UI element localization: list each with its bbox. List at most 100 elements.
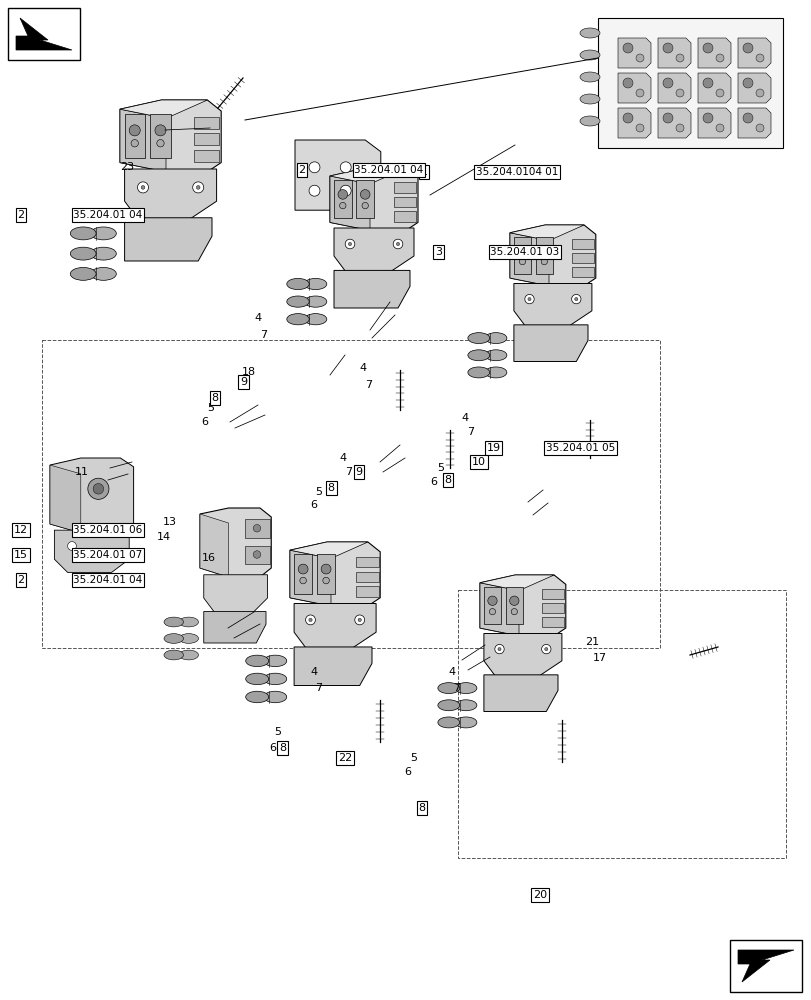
- Circle shape: [309, 185, 320, 196]
- Text: 7: 7: [453, 683, 460, 693]
- Polygon shape: [120, 100, 207, 118]
- Ellipse shape: [579, 28, 599, 38]
- Polygon shape: [204, 611, 266, 643]
- Text: 8: 8: [418, 803, 425, 813]
- Polygon shape: [316, 554, 335, 594]
- Circle shape: [323, 577, 329, 584]
- Text: 7: 7: [315, 683, 322, 693]
- Circle shape: [497, 648, 500, 651]
- Circle shape: [131, 140, 138, 147]
- Polygon shape: [329, 168, 418, 230]
- Polygon shape: [200, 508, 271, 577]
- Polygon shape: [542, 589, 564, 599]
- Circle shape: [129, 125, 140, 136]
- Circle shape: [663, 43, 672, 53]
- Ellipse shape: [71, 227, 96, 240]
- Circle shape: [702, 78, 712, 88]
- Polygon shape: [294, 603, 375, 649]
- Circle shape: [509, 596, 518, 605]
- Ellipse shape: [304, 314, 326, 325]
- Text: 4: 4: [359, 363, 367, 373]
- Ellipse shape: [164, 634, 183, 643]
- Ellipse shape: [484, 367, 506, 378]
- Circle shape: [539, 246, 548, 255]
- Text: 8: 8: [328, 483, 334, 493]
- Polygon shape: [290, 550, 331, 606]
- Polygon shape: [16, 18, 72, 50]
- Polygon shape: [50, 465, 81, 533]
- Text: 5: 5: [410, 753, 417, 763]
- Text: 18: 18: [242, 367, 255, 377]
- Ellipse shape: [164, 617, 183, 627]
- Text: 9: 9: [240, 377, 247, 387]
- Circle shape: [67, 542, 76, 550]
- Ellipse shape: [437, 683, 459, 694]
- Bar: [729, 940, 801, 992]
- Polygon shape: [204, 575, 267, 613]
- Circle shape: [541, 644, 551, 654]
- Polygon shape: [193, 133, 219, 145]
- Text: 23: 23: [120, 162, 134, 172]
- Circle shape: [519, 259, 525, 265]
- Circle shape: [298, 564, 307, 574]
- Polygon shape: [245, 519, 269, 538]
- Circle shape: [396, 242, 399, 246]
- Polygon shape: [193, 150, 219, 162]
- Polygon shape: [355, 557, 378, 567]
- Text: 14: 14: [157, 532, 170, 542]
- Polygon shape: [479, 575, 553, 591]
- Circle shape: [141, 186, 144, 189]
- Text: 5: 5: [207, 403, 214, 413]
- Ellipse shape: [91, 227, 116, 240]
- Ellipse shape: [454, 717, 476, 728]
- Polygon shape: [572, 239, 594, 249]
- Polygon shape: [393, 182, 416, 193]
- Text: 21: 21: [584, 637, 598, 647]
- Circle shape: [340, 185, 350, 196]
- Ellipse shape: [579, 116, 599, 126]
- Circle shape: [358, 618, 361, 622]
- Circle shape: [663, 113, 672, 123]
- Circle shape: [321, 564, 331, 574]
- Circle shape: [362, 202, 368, 209]
- Circle shape: [393, 239, 402, 249]
- Polygon shape: [509, 233, 548, 286]
- Ellipse shape: [71, 267, 96, 280]
- Circle shape: [715, 124, 723, 132]
- Polygon shape: [150, 114, 170, 158]
- Text: 35.204.01 05: 35.204.01 05: [545, 443, 614, 453]
- Bar: [597, 18, 782, 148]
- Text: 35.204.01 06: 35.204.01 06: [73, 525, 142, 535]
- Polygon shape: [697, 108, 730, 138]
- Text: 10: 10: [471, 457, 486, 467]
- Polygon shape: [355, 572, 378, 582]
- Text: 8: 8: [444, 475, 451, 485]
- Ellipse shape: [304, 278, 326, 290]
- Ellipse shape: [304, 296, 326, 307]
- Polygon shape: [542, 617, 564, 627]
- Text: 4: 4: [339, 453, 346, 463]
- Circle shape: [715, 54, 723, 62]
- Ellipse shape: [467, 350, 489, 361]
- Ellipse shape: [286, 314, 309, 325]
- Polygon shape: [290, 542, 367, 558]
- Circle shape: [308, 618, 311, 622]
- Polygon shape: [483, 634, 561, 676]
- Polygon shape: [513, 325, 587, 361]
- Ellipse shape: [91, 267, 116, 280]
- Circle shape: [663, 78, 672, 88]
- Polygon shape: [329, 168, 406, 184]
- Circle shape: [541, 259, 547, 265]
- Polygon shape: [479, 575, 565, 636]
- Polygon shape: [356, 180, 374, 218]
- Circle shape: [348, 242, 351, 246]
- Text: 9: 9: [355, 467, 362, 477]
- Ellipse shape: [484, 333, 506, 344]
- Circle shape: [517, 246, 526, 255]
- Ellipse shape: [246, 673, 268, 685]
- Ellipse shape: [264, 655, 286, 667]
- Text: 2: 2: [18, 575, 24, 585]
- Polygon shape: [333, 228, 414, 272]
- Circle shape: [88, 478, 109, 499]
- Ellipse shape: [178, 617, 198, 627]
